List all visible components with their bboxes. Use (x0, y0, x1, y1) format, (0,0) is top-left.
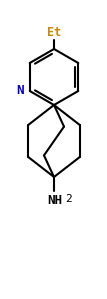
Text: NH: NH (48, 194, 62, 207)
Text: 2: 2 (65, 194, 72, 204)
Text: Et: Et (47, 26, 61, 39)
Text: N: N (16, 85, 24, 97)
